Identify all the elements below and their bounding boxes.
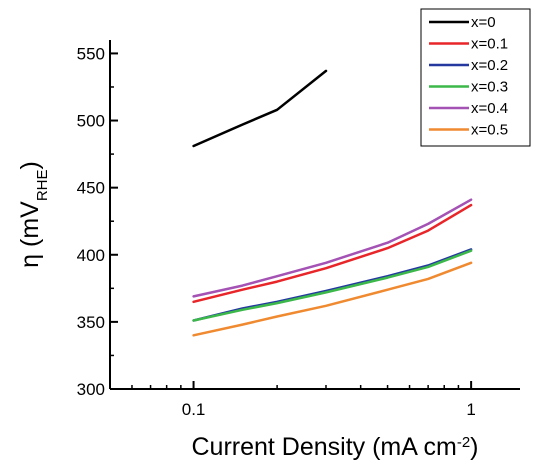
y-axis-title: η (mVRHE) [16, 161, 51, 268]
y-tick-label-450: 450 [77, 179, 105, 198]
series-layer [192, 69, 473, 337]
y-axis-title-main: η (mV [16, 201, 44, 268]
x-axis-title: Current Density (mA cm-2) [191, 433, 478, 461]
series-line-x=0.3 [192, 249, 473, 322]
legend-label-x=0: x=0 [471, 14, 496, 31]
y-tick-label-550: 550 [77, 44, 105, 63]
axes-layer: 300 350 400 450 500 550 0.1 1 [77, 40, 520, 419]
series-line-x=0.2 [192, 248, 473, 322]
y-tick-label-350: 350 [77, 313, 105, 332]
x-axis-title-main: Current Density (mA cm [191, 433, 456, 461]
series-line-x=0.5 [192, 261, 473, 337]
legend-label-x=0.3: x=0.3 [471, 79, 508, 96]
legend-label-x=0.5: x=0.5 [471, 122, 508, 139]
y-tick-label-500: 500 [77, 112, 105, 131]
y-tick-label-300: 300 [77, 380, 105, 399]
legend: x=0 x=0.1 x=0.2 x=0.3 x=0.4 x=0.5 [420, 8, 531, 147]
series-line-x=0.1 [192, 203, 473, 304]
legend-box [420, 8, 531, 147]
x-axis-title-close: ) [470, 433, 478, 461]
y-tick-label-400: 400 [77, 246, 105, 265]
y-axis-title-close: ) [16, 161, 44, 169]
series-line-x=0.4 [192, 198, 473, 298]
legend-label-x=0.2: x=0.2 [471, 57, 508, 74]
legend-label-x=0.1: x=0.1 [471, 36, 508, 53]
x-tick-label-1: 1 [466, 400, 475, 419]
y-axis-title-sub: RHE [34, 169, 51, 201]
x-tick-label-0.1: 0.1 [182, 400, 206, 419]
legend-label-x=0.4: x=0.4 [471, 100, 508, 117]
x-axis-title-sup: -2 [457, 434, 470, 451]
series-line-x=0 [192, 69, 328, 148]
